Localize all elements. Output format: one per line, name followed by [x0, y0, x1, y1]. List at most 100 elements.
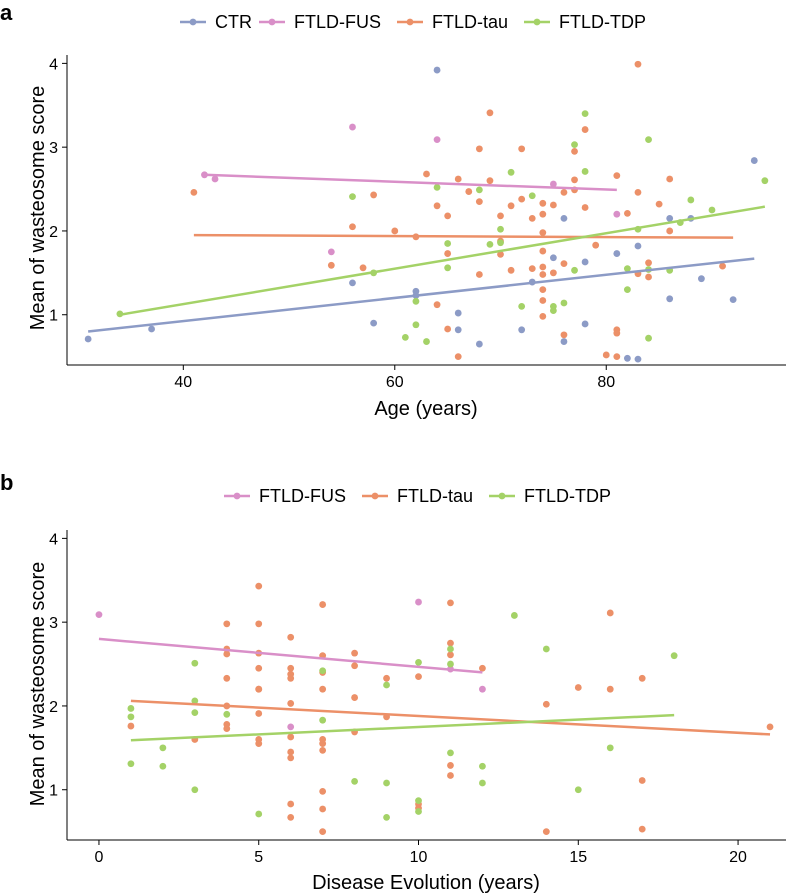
data-point-ftld-tdp — [497, 239, 504, 247]
data-point-ftld-tau — [539, 271, 547, 278]
data-point-ftld-tdp — [708, 206, 716, 214]
data-point-ftld-tau — [602, 351, 610, 359]
data-point-ftld-tau — [560, 260, 568, 268]
data-point-ftld-tau — [319, 601, 327, 608]
data-point-ftld-fus — [613, 210, 621, 218]
data-point-ftld-tdp — [433, 183, 441, 191]
data-point-ftld-fus — [349, 123, 356, 131]
data-point-ftld-tdp — [571, 141, 578, 149]
data-point-ftld-tau — [539, 263, 547, 271]
data-point-ftld-tdp — [507, 168, 515, 176]
data-point-ftld-tau — [613, 172, 621, 180]
data-point-ftld-tdp — [191, 659, 199, 667]
data-point-ftld-tau — [433, 301, 441, 309]
data-point-ftld-fus — [95, 611, 103, 619]
data-point-ftld-tau — [319, 746, 327, 754]
ticks-b: 0 5 10 15 20 1 2 3 4 — [49, 531, 747, 866]
data-point-ftld-tau — [666, 227, 674, 235]
data-point-ftld-tau — [539, 229, 547, 237]
data-point-ftld-tau — [327, 261, 335, 269]
data-point-ftld-tdp — [623, 286, 631, 293]
y-tick-label: 2 — [49, 699, 58, 716]
data-point-ftld-tau — [255, 740, 263, 748]
data-point-ftld-tau — [549, 269, 557, 277]
data-point-ftld-tau — [319, 828, 327, 836]
data-point-ctr — [581, 258, 589, 266]
data-point-ftld-tdp — [510, 612, 518, 619]
data-point-ctr — [454, 326, 462, 334]
data-point-ftld-tau — [613, 353, 621, 361]
data-point-ftld-tau — [223, 725, 231, 732]
data-point-ftld-tau — [766, 723, 774, 731]
data-point-ftld-tdp — [127, 705, 135, 712]
data-point-ftld-tdp — [383, 779, 390, 787]
data-point-ftld-tau — [454, 175, 462, 183]
data-point-ftld-tau — [539, 286, 547, 293]
data-point-ftld-tau — [539, 199, 547, 207]
panel-b-plot: 0 5 10 15 20 1 2 3 4 — [49, 530, 786, 866]
data-point-ftld-tdp — [423, 338, 430, 345]
data-point-ftld-tdp — [319, 716, 327, 724]
data-point-ftld-tau — [351, 662, 358, 670]
data-point-ftld-tau — [391, 227, 399, 235]
data-point-ftld-tau — [539, 297, 547, 304]
data-point-ftld-tau — [287, 664, 295, 672]
data-point-ftld-tau — [606, 685, 614, 693]
data-point-ctr — [581, 320, 589, 328]
data-point-ftld-tau — [223, 650, 231, 658]
data-point-ftld-tau — [560, 331, 568, 339]
data-point-ftld-tau — [349, 223, 356, 231]
data-point-ftld-tau — [319, 788, 327, 795]
data-point-ftld-tau — [507, 202, 515, 210]
y-tick-label: 4 — [49, 531, 58, 548]
data-point-ftld-tau — [592, 241, 600, 249]
x-tick-label: 20 — [729, 849, 747, 866]
data-point-ftld-tau — [415, 673, 422, 681]
y-tick-label: 1 — [49, 308, 58, 325]
data-point-ctr — [698, 275, 705, 283]
legend-item-ftld-fus: FTLD-FUS — [224, 486, 346, 506]
data-point-ftld-tdp — [349, 193, 356, 200]
fits-b — [98, 637, 771, 742]
y-tick-label: 3 — [49, 615, 58, 632]
data-point-ftld-tdp — [191, 697, 199, 705]
data-point-ftld-tau — [255, 620, 263, 628]
data-point-ftld-tau — [255, 582, 263, 590]
data-point-ftld-tdp — [415, 797, 422, 805]
legend-label: FTLD-TDP — [524, 486, 611, 506]
legend-label: FTLD-FUS — [294, 12, 381, 32]
data-point-ftld-tdp — [351, 777, 358, 785]
data-point-ftld-tau — [581, 126, 589, 133]
data-point-ftld-tau — [571, 176, 578, 184]
data-point-ftld-tau — [383, 674, 390, 682]
data-point-ftld-tau — [287, 754, 295, 762]
data-point-ftld-tdp — [412, 297, 420, 305]
data-point-ftld-tau — [287, 800, 295, 808]
data-point-ftld-tdp — [159, 762, 167, 770]
data-point-ftld-tau — [351, 649, 358, 657]
data-point-ftld-tau — [255, 685, 263, 693]
data-point-ctr — [148, 325, 155, 333]
data-point-ftld-tdp — [518, 302, 526, 310]
data-point-ftld-tau — [223, 620, 231, 628]
data-point-ftld-tau — [638, 777, 646, 784]
data-point-ftld-tau — [287, 674, 295, 682]
data-point-ftld-tau — [319, 685, 327, 693]
fit-line-ctr — [88, 257, 755, 333]
y-tick-label: 4 — [49, 56, 58, 73]
data-point-ftld-tau — [666, 175, 674, 183]
data-point-ftld-tau — [447, 639, 454, 647]
data-point-ftld-tdp — [581, 110, 589, 118]
y-tick-label: 3 — [49, 140, 58, 157]
data-point-ftld-tdp — [319, 667, 327, 675]
data-point-ftld-tdp — [497, 225, 504, 233]
data-point-ftld-tdp — [444, 240, 452, 247]
data-point-ftld-tau — [528, 214, 536, 222]
legend-label: CTR — [215, 12, 252, 32]
data-point-ctr — [349, 279, 356, 287]
data-point-ctr — [433, 66, 441, 74]
legend-key-point — [268, 18, 276, 26]
data-point-ftld-tau — [223, 674, 231, 682]
ticks-a: 40 60 80 1 2 3 4 — [49, 56, 615, 391]
